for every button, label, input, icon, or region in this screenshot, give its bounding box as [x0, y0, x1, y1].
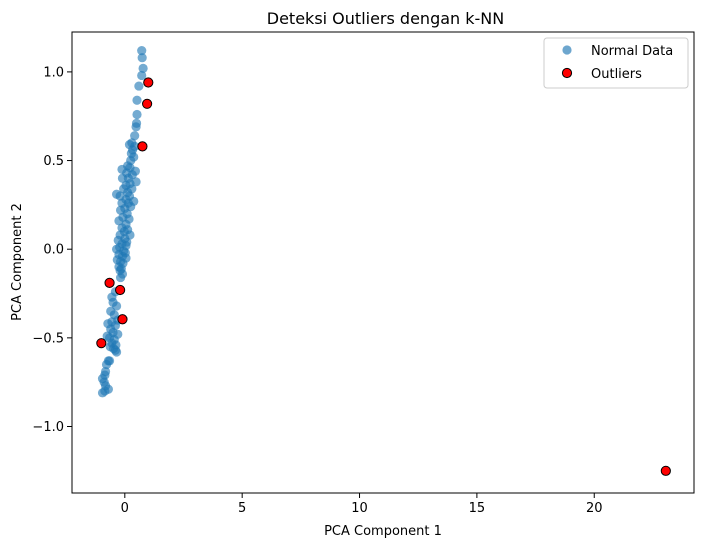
- normal-data-point: [104, 356, 115, 366]
- normal-data-point: [134, 81, 144, 91]
- x-tick-label: 0: [121, 501, 129, 516]
- normal-data-point: [131, 122, 141, 132]
- normal-data-point: [114, 216, 124, 226]
- y-tick-label: 1.0: [43, 65, 64, 80]
- normal-data-point: [137, 70, 147, 81]
- outlier-point: [115, 284, 126, 296]
- legend-box: [543, 37, 689, 89]
- normal-data-point: [111, 347, 122, 357]
- normal-data-point: [97, 388, 108, 398]
- normal-data-point: [111, 301, 122, 311]
- outlier-point: [104, 277, 115, 288]
- normal-data-point: [132, 95, 142, 105]
- outlier-point: [96, 338, 107, 349]
- outlier-point: [143, 77, 154, 88]
- legend-label-outliers: Outliers: [591, 67, 642, 82]
- y-tick-label: 0.0: [43, 243, 64, 258]
- y-axis: −1.0 −0.5 0.0 0.5 1.0: [32, 65, 72, 435]
- plot-area: [71, 31, 695, 494]
- y-axis-label: PCA Component 2: [10, 203, 25, 321]
- outlier-point: [137, 141, 148, 152]
- x-tick-label: 5: [238, 501, 246, 516]
- normal-data-point: [137, 46, 147, 56]
- outlier-point: [117, 314, 128, 325]
- legend-marker-normal: [562, 45, 572, 55]
- normal-data-point: [138, 63, 148, 73]
- x-axis-label: PCA Component 1: [324, 524, 442, 539]
- normal-data-point: [137, 53, 147, 63]
- outlier-point: [142, 98, 153, 109]
- x-tick-label: 15: [469, 501, 486, 516]
- x-tick-label: 10: [351, 501, 368, 516]
- outlier-point: [660, 465, 671, 476]
- y-tick-label: 0.5: [43, 154, 64, 169]
- normal-data-point: [115, 272, 126, 283]
- y-tick-label: −0.5: [32, 331, 64, 346]
- normal-data-point: [117, 173, 128, 183]
- x-tick-label: 20: [586, 501, 603, 516]
- chart-title: Deteksi Outliers dengan k-NN: [267, 9, 504, 28]
- y-tick-label: −1.0: [32, 420, 64, 435]
- legend-marker-outliers: [561, 67, 573, 79]
- normal-data-point: [130, 131, 140, 141]
- legend: Normal Data Outliers: [543, 37, 689, 89]
- outliers-series: [96, 77, 671, 476]
- normal-data-point: [132, 109, 142, 120]
- x-axis: 0 5 10 15 20: [121, 493, 603, 516]
- legend-label-normal: Normal Data: [591, 44, 673, 59]
